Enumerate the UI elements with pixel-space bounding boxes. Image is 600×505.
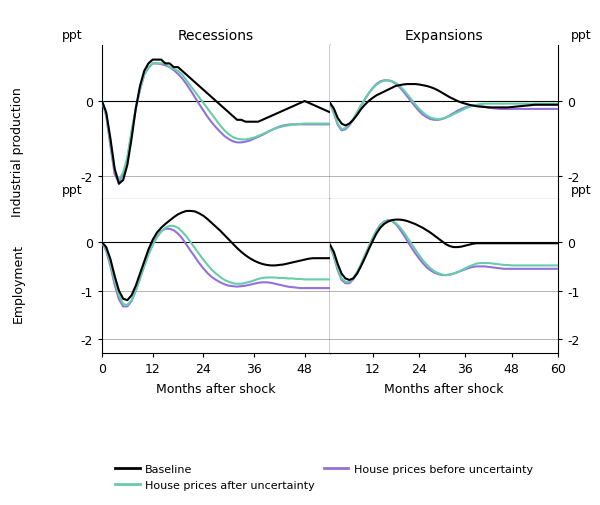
Title: Expansions: Expansions	[404, 29, 484, 43]
X-axis label: Months after shock: Months after shock	[384, 382, 504, 395]
Text: ppt: ppt	[571, 29, 591, 42]
Text: ppt: ppt	[62, 29, 83, 42]
Text: Industrial production: Industrial production	[11, 87, 25, 216]
Title: Recessions: Recessions	[178, 29, 254, 43]
Text: ppt: ppt	[62, 183, 83, 196]
Text: ppt: ppt	[571, 183, 591, 196]
Text: Employment: Employment	[11, 243, 25, 322]
X-axis label: Months after shock: Months after shock	[156, 382, 276, 395]
Legend: Baseline, House prices after uncertainty, House prices before uncertainty: Baseline, House prices after uncertainty…	[110, 460, 538, 494]
